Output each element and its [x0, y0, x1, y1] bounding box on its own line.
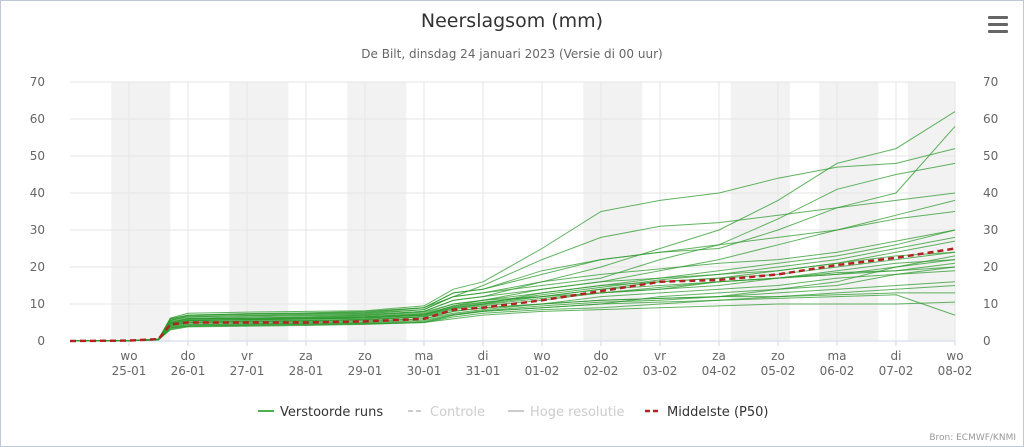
- x-tick-day: do: [594, 349, 609, 363]
- y-tick-label-left: 10: [30, 297, 45, 311]
- x-tick-date: 26-01: [171, 364, 206, 378]
- weekend-band: [730, 82, 790, 341]
- x-tick-day: ma: [827, 349, 846, 363]
- median-line: [69, 247, 956, 343]
- ensemble-run-line: [69, 148, 956, 342]
- x-tick-day: di: [478, 349, 489, 363]
- weekend-band: [229, 82, 289, 341]
- ensemble-run-line: [69, 199, 956, 342]
- y-tick-label-right: 60: [983, 112, 998, 126]
- x-tick-date: 01-02: [525, 364, 560, 378]
- legend-item[interactable]: Verstoorde runs: [258, 405, 383, 420]
- ensemble-run-line: [69, 292, 955, 342]
- x-tick-date: 05-02: [761, 364, 796, 378]
- x-tick-day: wo: [120, 349, 137, 363]
- x-tick-day: za: [299, 349, 313, 363]
- y-tick-label-left: 50: [30, 149, 45, 163]
- x-tick-date: 28-01: [289, 364, 324, 378]
- x-tick-day: vr: [654, 349, 666, 363]
- x-tick-day: do: [181, 349, 196, 363]
- y-tick-label-right: 20: [983, 260, 998, 274]
- ensemble-run-line: [69, 281, 956, 342]
- y-tick-label-left: 70: [30, 75, 45, 89]
- y-tick-label-right: 0: [983, 334, 991, 348]
- chart-credit: Bron: ECMWF/KNMI: [929, 433, 1016, 443]
- chart-subtitle: De Bilt, dinsdag 24 januari 2023 (Versie…: [361, 47, 663, 61]
- x-tick-date: 03-02: [643, 364, 678, 378]
- x-tick-date: 25-01: [112, 364, 147, 378]
- y-tick-label-left: 30: [30, 223, 45, 237]
- y-tick-label-left: 60: [30, 112, 45, 126]
- x-tick-day: ma: [414, 349, 433, 363]
- x-tick-day: zo: [358, 349, 372, 363]
- y-tick-label-left: 40: [30, 186, 45, 200]
- x-tick-date: 29-01: [348, 364, 383, 378]
- x-tick-date: 06-02: [820, 364, 855, 378]
- weekend-band: [347, 82, 407, 341]
- y-tick-label-right: 50: [983, 149, 998, 163]
- y-tick-label-right: 10: [983, 297, 998, 311]
- legend-label: Hoge resolutie: [530, 405, 624, 420]
- legend-label: Controle: [430, 405, 485, 420]
- chart-title: Neerslagsom (mm): [420, 10, 604, 32]
- x-tick-day: wo: [946, 349, 963, 363]
- y-tick-label-right: 30: [983, 223, 998, 237]
- x-tick-day: wo: [533, 349, 550, 363]
- legend-label: Verstoorde runs: [280, 405, 383, 420]
- ensemble-run-line: [69, 192, 956, 342]
- y-tick-label-right: 40: [983, 186, 998, 200]
- ensemble-run-line: [69, 240, 956, 342]
- ensemble-run-line: [69, 211, 956, 342]
- x-tick-date: 30-01: [407, 364, 442, 378]
- x-tick-day: di: [891, 349, 902, 363]
- x-tick-day: za: [712, 349, 726, 363]
- legend-item[interactable]: Controle: [408, 405, 485, 420]
- legend-item[interactable]: Hoge resolutie: [508, 405, 624, 420]
- weekend-band: [111, 82, 171, 341]
- x-tick-day: vr: [241, 349, 253, 363]
- weekend-band: [819, 82, 879, 341]
- x-tick-date: 02-02: [584, 364, 619, 378]
- chart-menu-icon[interactable]: [988, 16, 1008, 34]
- y-tick-label-left: 0: [37, 334, 45, 348]
- weekend-band: [907, 82, 955, 341]
- x-tick-date: 07-02: [879, 364, 914, 378]
- y-tick-label-left: 20: [30, 260, 45, 274]
- x-tick-date: 27-01: [230, 364, 265, 378]
- x-tick-date: 04-02: [702, 364, 737, 378]
- legend-item[interactable]: Middelste (P50): [645, 405, 768, 420]
- y-tick-label-right: 70: [983, 75, 998, 89]
- legend-label: Middelste (P50): [667, 405, 768, 420]
- x-tick-date: 08-02: [938, 364, 973, 378]
- x-tick-day: zo: [771, 349, 785, 363]
- x-tick-date: 31-01: [466, 364, 501, 378]
